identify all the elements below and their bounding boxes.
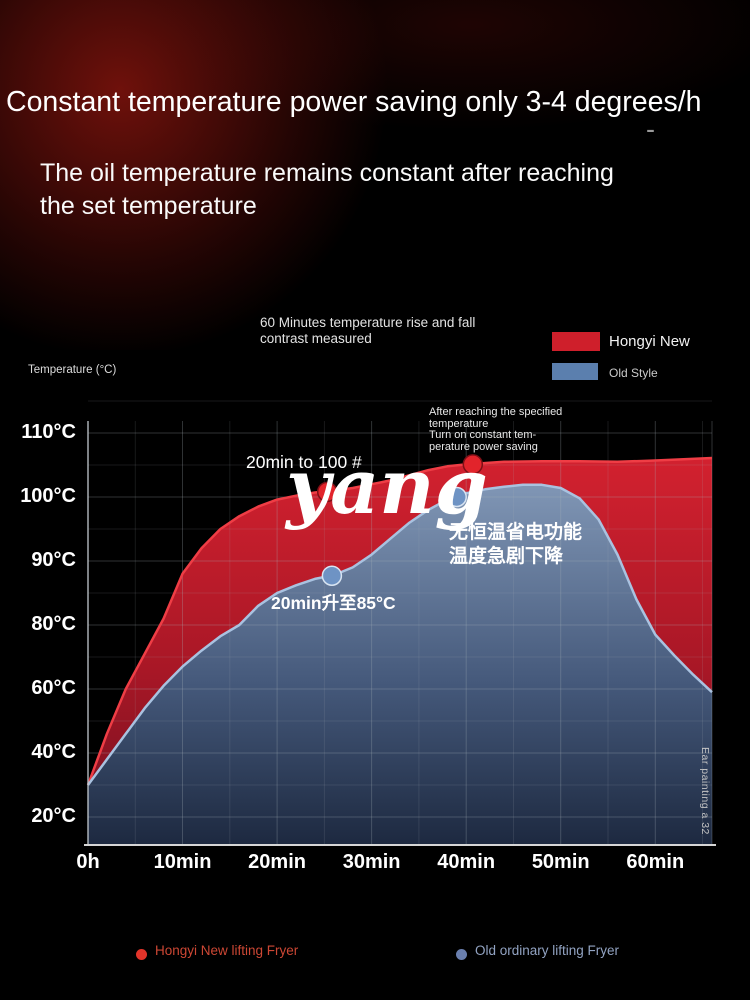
chart-caption: 60 Minutes temperature rise and fall con… xyxy=(260,315,475,347)
marker-dot-1 xyxy=(462,454,484,475)
marker-dot-3 xyxy=(446,486,467,508)
page-title: Constant temperature power saving only 3… xyxy=(6,86,702,118)
annotation-red-20min: 20min to 100 # xyxy=(246,452,362,472)
page-subtitle: The oil temperature remains constant aft… xyxy=(40,157,614,223)
legend-swatch-old xyxy=(552,363,598,380)
annotation-line: perature power saving xyxy=(429,440,538,453)
y-axis-title: Temperature (°C) xyxy=(28,364,117,376)
annotation-blue-85c: 20min升至85°C xyxy=(271,593,396,613)
footer-label-new: Hongyi New lifting Fryer xyxy=(155,943,299,958)
marker-dot-0 xyxy=(316,481,338,503)
legend-label-old: Old Style xyxy=(609,366,658,380)
annotation-line: 温度急剧下降 xyxy=(449,545,564,567)
page-subtitle-line1: The oil temperature remains constant aft… xyxy=(40,159,614,187)
marker-dot-2 xyxy=(321,565,343,586)
annotation-red-constant-power-saving: After reaching the specified temperature… xyxy=(429,406,563,453)
footer-dot-new xyxy=(136,949,147,960)
page-subtitle-line2: the set temperature xyxy=(40,192,257,220)
annotation-line: After reaching the specified xyxy=(429,406,563,418)
annotation-line: Turn on constant tem- xyxy=(429,429,537,441)
chart-grid xyxy=(88,400,713,845)
chart-caption-line2: contrast measured xyxy=(260,331,372,346)
chart-curve-new xyxy=(86,456,713,786)
annotation-blue-temperature-drop: 无恒温省电功能 温度急剧下降 xyxy=(449,521,582,568)
footer-legend: Hongyi New lifting Fryer Old ordinary li… xyxy=(0,941,750,971)
dash-mark: - xyxy=(646,114,655,144)
legend-swatch-new xyxy=(552,332,600,351)
chart-area-old xyxy=(88,484,712,845)
chart-curve-old xyxy=(86,483,713,786)
footer-label-old: Old ordinary lifting Fryer xyxy=(475,943,620,958)
chart-caption-line1: 60 Minutes temperature rise and fall xyxy=(260,315,476,330)
legend-label-new: Hongyi New xyxy=(609,333,690,350)
footer-dot-old xyxy=(456,949,467,960)
watermark-signature: yang xyxy=(286,442,488,531)
side-vertical-note: Ear painting a 32 xyxy=(699,747,711,835)
annotation-line: 无恒温省电功能 xyxy=(449,522,583,543)
annotation-line: temperature xyxy=(429,417,489,430)
